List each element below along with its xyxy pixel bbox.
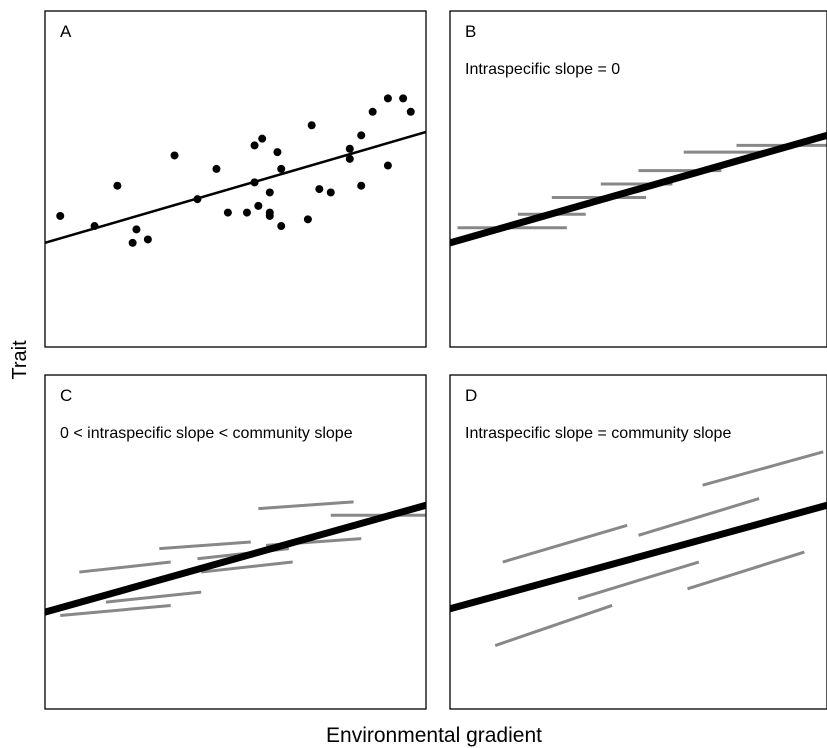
data-point — [303, 215, 312, 224]
data-point — [307, 121, 316, 130]
community-line — [45, 501, 426, 616]
data-point — [357, 181, 366, 190]
panel-label-a: A — [60, 22, 72, 41]
data-point — [345, 144, 354, 153]
data-point — [258, 134, 267, 143]
data-point — [315, 185, 324, 194]
panels: A B Intraspecific slope = 0 C 0 < intraspeci… — [44, 10, 827, 710]
species-line — [638, 497, 760, 537]
panel-c: C 0 < intraspecific slope < community slo… — [44, 374, 427, 710]
data-point — [170, 151, 179, 160]
data-point — [383, 94, 392, 103]
plot-area-b — [450, 131, 827, 247]
data-point — [383, 161, 392, 170]
data-point — [143, 235, 152, 244]
data-point — [212, 164, 221, 173]
species-line — [502, 523, 628, 564]
species-line — [105, 590, 202, 604]
data-point — [265, 188, 274, 197]
data-point — [406, 107, 415, 116]
panel-a: A — [44, 10, 427, 348]
plot-area-d — [450, 450, 827, 647]
community-line — [450, 501, 827, 613]
data-point — [250, 141, 259, 150]
data-point — [357, 131, 366, 140]
data-point — [399, 94, 408, 103]
panel-d: D Intraspecific slope = community slope — [449, 374, 827, 710]
data-point — [273, 148, 282, 157]
data-point — [277, 164, 286, 173]
data-point — [113, 181, 122, 190]
species-line — [687, 550, 805, 591]
species-line — [79, 560, 171, 574]
panel-label-d: D — [465, 386, 477, 405]
panel-label-c: C — [60, 386, 72, 405]
data-point — [265, 208, 274, 217]
data-point — [128, 238, 137, 247]
regression-line — [45, 130, 426, 245]
data-point — [254, 201, 263, 210]
x-axis-label: Environmental gradient — [326, 724, 542, 747]
panel-frame-d — [449, 374, 827, 710]
data-point — [223, 208, 232, 217]
y-axis-label: Trait — [9, 340, 31, 380]
species-line — [577, 560, 700, 601]
panel-annotation-c: 0 < intraspecific slope < community slop… — [60, 425, 353, 442]
data-point — [345, 154, 354, 163]
data-point — [277, 222, 286, 231]
species-line — [494, 604, 613, 647]
species-line — [159, 540, 251, 551]
species-line — [201, 560, 293, 574]
species-line — [258, 500, 354, 511]
panel-b: B Intraspecific slope = 0 — [449, 10, 827, 348]
data-point — [326, 188, 335, 197]
panel-frame-a — [44, 10, 427, 348]
species-line — [702, 450, 824, 487]
data-point — [56, 211, 65, 220]
data-point — [242, 208, 251, 217]
data-point — [132, 225, 141, 234]
plot-area-a — [45, 94, 426, 247]
panel-frame-c — [44, 374, 427, 710]
panel-annotation-b: Intraspecific slope = 0 — [465, 61, 620, 78]
data-point — [368, 107, 377, 116]
panel-label-b: B — [465, 22, 476, 41]
panel-frame-b — [449, 10, 827, 348]
species-line — [60, 603, 171, 617]
panel-annotation-d: Intraspecific slope = community slope — [465, 425, 731, 442]
plot-area-c — [45, 500, 426, 617]
community-line — [450, 131, 827, 247]
